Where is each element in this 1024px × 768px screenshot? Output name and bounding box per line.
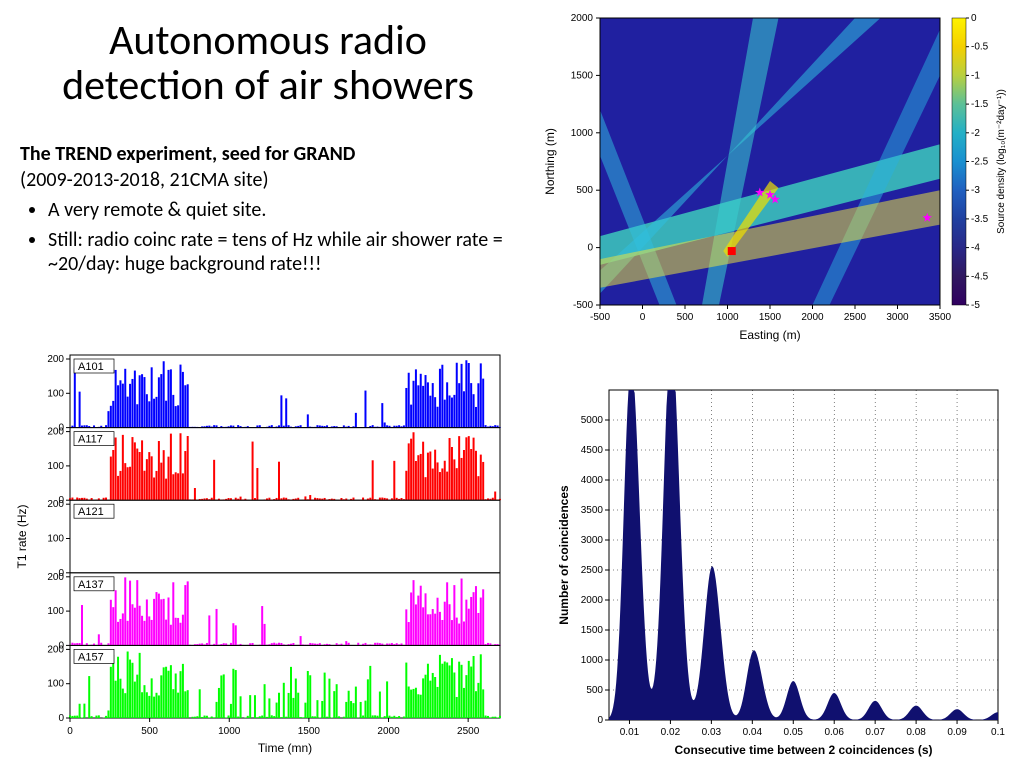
svg-text:2500: 2500 [844, 312, 867, 323]
bullet-item: A very remote & quiet site. [48, 198, 520, 222]
svg-text:-0.5: -0.5 [971, 42, 989, 53]
svg-text:2000: 2000 [571, 13, 594, 24]
svg-text:0.1: 0.1 [991, 727, 1005, 738]
svg-text:-2: -2 [971, 128, 980, 139]
svg-text:0.03: 0.03 [702, 727, 722, 738]
svg-text:-500: -500 [573, 300, 593, 311]
svg-text:2000: 2000 [377, 726, 400, 737]
svg-text:1000: 1000 [581, 655, 604, 666]
svg-text:5000: 5000 [581, 415, 604, 426]
svg-text:3500: 3500 [581, 505, 604, 516]
svg-text:-5: -5 [971, 300, 980, 311]
svg-text:3500: 3500 [929, 312, 952, 323]
slide-title: Autonomous radio detection of air shower… [28, 18, 508, 109]
heatmap-chart: -500 0 500 1000 1500 2000 2500 3000 3500 -500 0 500… [540, 10, 1010, 345]
svg-text:3000: 3000 [581, 535, 604, 546]
svg-text:200: 200 [47, 354, 64, 365]
svg-text:200: 200 [47, 499, 64, 510]
svg-text:1000: 1000 [716, 312, 739, 323]
svg-text:A117: A117 [78, 434, 103, 446]
svg-text:1000: 1000 [571, 128, 594, 139]
svg-text:-4: -4 [971, 243, 980, 254]
svg-text:-500: -500 [590, 312, 610, 323]
svg-text:-1: -1 [971, 70, 980, 81]
coincidence-histogram: 0.01 0.02 0.03 0.04 0.05 0.06 0.07 0.08 0.09 0.1 0… [554, 380, 1008, 760]
svg-text:-1.5: -1.5 [971, 99, 989, 110]
svg-text:0.01: 0.01 [620, 727, 640, 738]
svg-text:0: 0 [640, 312, 646, 323]
svg-text:100: 100 [47, 534, 64, 545]
svg-text:A101: A101 [78, 361, 104, 373]
t1-rate-panels: A1010100200A1170100200A1210100200A137010… [10, 350, 510, 758]
svg-text:0: 0 [587, 243, 593, 254]
svg-text:1500: 1500 [571, 70, 594, 81]
svg-text:0.09: 0.09 [947, 727, 967, 738]
bullet-item: Still: radio coinc rate = tens of Hz whi… [48, 228, 520, 276]
svg-text:1000: 1000 [218, 726, 241, 737]
svg-text:0: 0 [67, 726, 73, 737]
svg-text:-4.5: -4.5 [971, 271, 989, 282]
svg-text:A157: A157 [78, 651, 104, 663]
svg-text:200: 200 [47, 427, 64, 438]
subtitle: The TREND experiment, seed for GRAND [20, 142, 355, 166]
svg-text:2000: 2000 [801, 312, 824, 323]
svg-text:0.05: 0.05 [784, 727, 804, 738]
svg-text:2500: 2500 [457, 726, 480, 737]
svg-text:T1 rate (Hz): T1 rate (Hz) [15, 504, 29, 568]
svg-text:1500: 1500 [581, 625, 604, 636]
svg-text:100: 100 [47, 679, 64, 690]
svg-text:Consecutive time between 2 coi: Consecutive time between 2 coincidences … [674, 743, 932, 757]
svg-text:Source density (log₁₀(m⁻²day⁻¹: Source density (log₁₀(m⁻²day⁻¹)) [996, 89, 1007, 234]
svg-text:0: 0 [971, 13, 977, 24]
svg-text:0.08: 0.08 [906, 727, 926, 738]
svg-text:-3.5: -3.5 [971, 214, 989, 225]
svg-text:A137: A137 [78, 579, 104, 591]
svg-text:500: 500 [576, 185, 593, 196]
svg-text:0: 0 [58, 713, 64, 724]
svg-text:-2.5: -2.5 [971, 157, 989, 168]
svg-text:2500: 2500 [581, 565, 604, 576]
svg-text:Northing (m): Northing (m) [543, 128, 557, 195]
svg-text:1500: 1500 [298, 726, 321, 737]
svg-text:0.04: 0.04 [743, 727, 763, 738]
svg-text:A121: A121 [78, 506, 104, 518]
svg-text:Number of coincidences: Number of coincidences [557, 485, 571, 625]
svg-text:1500: 1500 [759, 312, 782, 323]
svg-text:2000: 2000 [581, 595, 604, 606]
svg-text:0: 0 [597, 715, 603, 726]
bullet-list: A very remote & quiet site. Still: radio … [20, 198, 520, 282]
svg-text:4000: 4000 [581, 475, 604, 486]
svg-text:500: 500 [677, 312, 694, 323]
svg-text:-3: -3 [971, 185, 980, 196]
svg-text:100: 100 [47, 606, 64, 617]
svg-text:0.02: 0.02 [661, 727, 681, 738]
svg-text:Time (mn): Time (mn) [258, 741, 312, 755]
svg-text:0.06: 0.06 [824, 727, 844, 738]
svg-text:100: 100 [47, 388, 64, 399]
svg-text:500: 500 [586, 685, 603, 696]
dates-text: (2009-2013-2018, 21CMA site) [20, 168, 269, 192]
svg-text:Easting (m): Easting (m) [739, 328, 800, 342]
svg-text:0.07: 0.07 [865, 727, 885, 738]
svg-text:100: 100 [47, 461, 64, 472]
svg-text:500: 500 [141, 726, 158, 737]
svg-text:3000: 3000 [886, 312, 909, 323]
svg-text:4500: 4500 [581, 445, 604, 456]
svg-text:200: 200 [47, 572, 64, 583]
svg-text:200: 200 [47, 644, 64, 655]
